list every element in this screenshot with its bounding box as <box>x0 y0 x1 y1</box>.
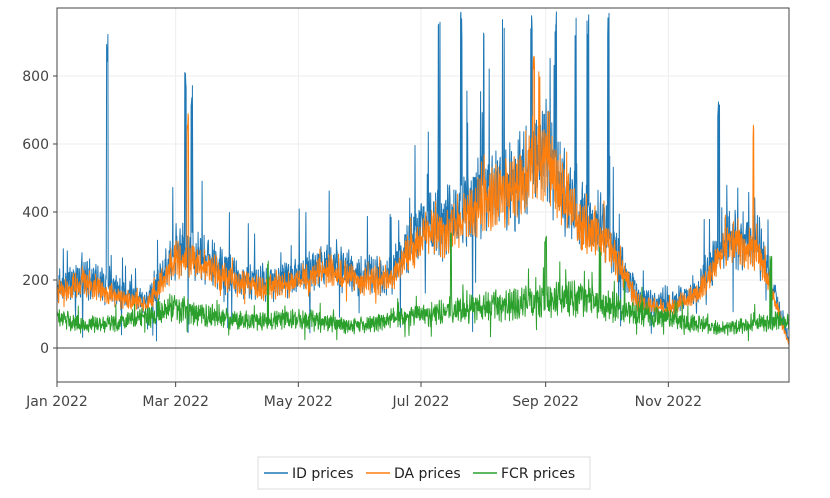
y-tick-label: 200 <box>22 273 49 289</box>
y-tick-label: 600 <box>22 137 49 153</box>
x-tick-label: Sep 2022 <box>512 394 578 410</box>
legend[interactable]: ID prices DA prices FCR prices <box>257 456 591 490</box>
y-tick-label: 400 <box>22 205 49 221</box>
legend-label[interactable]: ID prices <box>292 466 354 482</box>
legend-label[interactable]: DA prices <box>394 466 461 482</box>
legend-box <box>257 456 591 490</box>
x-tick-label: Nov 2022 <box>635 394 702 410</box>
series-line-id-prices <box>56 11 790 342</box>
plot-frame <box>56 7 790 383</box>
axes: 0 200 400 600 800 Jan 2022 Mar 2022 May 2022 Jul… <box>22 69 702 410</box>
series-line-fcr-prices <box>56 232 790 342</box>
x-tick-label: Jul 2022 <box>391 394 449 410</box>
y-tick-label: 800 <box>22 69 49 85</box>
x-tick-label: Mar 2022 <box>142 394 209 410</box>
grid <box>56 8 789 382</box>
series-lines <box>56 11 790 346</box>
y-tick-label: 0 <box>40 341 49 357</box>
legend-label[interactable]: FCR prices <box>501 466 575 482</box>
x-tick-label: Jan 2022 <box>25 394 88 410</box>
x-tick-label: May 2022 <box>264 394 333 410</box>
series-line-da-prices <box>56 55 790 346</box>
